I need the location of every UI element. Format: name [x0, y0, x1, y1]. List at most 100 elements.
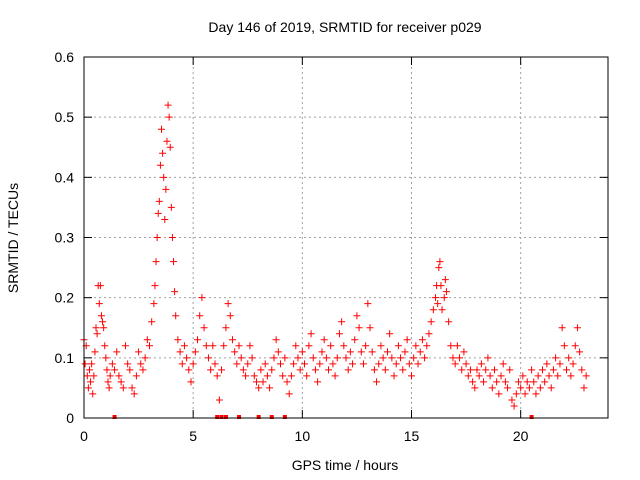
data-point [539, 366, 546, 374]
baseline-marker [215, 415, 220, 419]
data-point [257, 366, 265, 374]
data-point [359, 360, 367, 368]
data-point [506, 366, 514, 374]
data-point [532, 390, 540, 398]
data-point [471, 384, 479, 392]
y-tick-label: 0 [66, 410, 74, 426]
data-point [405, 360, 413, 368]
data-point [394, 342, 402, 350]
data-point [290, 360, 298, 368]
data-point [329, 360, 337, 368]
data-point [442, 288, 450, 296]
data-point [425, 330, 433, 338]
data-point [272, 336, 280, 344]
x-tick-label: 10 [295, 428, 311, 444]
data-point [571, 342, 579, 350]
data-point [294, 354, 302, 362]
data-point [311, 366, 319, 374]
data-point [102, 354, 110, 362]
data-point [168, 234, 176, 241]
baseline-marker [237, 415, 242, 419]
data-point [543, 360, 551, 368]
data-point [480, 378, 488, 386]
data-point [178, 360, 186, 368]
data-point [497, 372, 505, 380]
data-point [383, 348, 391, 356]
data-point [534, 372, 542, 380]
data-point [165, 113, 173, 121]
data-point [412, 342, 420, 350]
data-point [464, 372, 472, 380]
baseline-marker [219, 415, 224, 419]
data-point [111, 366, 119, 374]
grid [84, 57, 608, 418]
data-point [283, 378, 291, 386]
data-point [141, 354, 149, 362]
data-point [228, 336, 236, 344]
data-point [364, 300, 372, 308]
data-points [80, 101, 590, 410]
data-point [357, 348, 365, 356]
data-point [185, 366, 193, 374]
data-point [449, 354, 457, 362]
data-point [565, 354, 573, 362]
x-tick-label: 20 [513, 428, 529, 444]
data-point [158, 125, 166, 133]
data-point [377, 342, 385, 350]
data-point [523, 378, 531, 386]
data-point [466, 366, 474, 374]
data-point [556, 360, 564, 368]
data-point [204, 354, 212, 362]
data-point [512, 390, 520, 398]
data-point [440, 294, 448, 302]
data-point [207, 366, 215, 374]
data-point [213, 372, 221, 380]
data-point [298, 348, 306, 356]
data-point [462, 360, 470, 368]
data-point [89, 390, 97, 398]
data-point [171, 288, 179, 296]
data-point [530, 378, 538, 386]
data-point [580, 384, 588, 392]
data-point [349, 360, 357, 368]
data-point [578, 366, 586, 374]
data-point [183, 354, 191, 362]
data-point [126, 366, 134, 374]
data-point [97, 312, 105, 320]
data-point [573, 324, 581, 332]
data-point [246, 342, 254, 350]
data-point [410, 354, 418, 362]
data-point [176, 348, 184, 356]
data-point [381, 366, 389, 374]
data-point [460, 348, 468, 356]
data-point [160, 173, 168, 181]
data-point [292, 342, 300, 350]
data-point [342, 354, 350, 362]
data-point [351, 336, 359, 344]
baseline-marker [223, 415, 228, 419]
data-point [541, 378, 549, 386]
data-point [121, 342, 129, 350]
data-point [274, 348, 282, 356]
data-point [92, 324, 100, 332]
data-point [438, 306, 446, 314]
data-point [549, 366, 557, 374]
data-point [239, 366, 247, 374]
data-point [536, 384, 544, 392]
data-point [427, 318, 435, 326]
data-point [104, 378, 112, 386]
data-point [93, 330, 101, 338]
data-point [189, 360, 197, 368]
data-point [514, 378, 522, 386]
data-point [101, 342, 109, 350]
data-point [108, 360, 116, 368]
data-point [432, 294, 440, 302]
data-point [469, 378, 477, 386]
data-point [333, 354, 341, 362]
data-point [91, 348, 99, 356]
data-point [386, 330, 394, 338]
data-point [180, 342, 188, 350]
data-point [362, 342, 370, 350]
data-point [277, 360, 284, 368]
data-point [194, 336, 202, 344]
